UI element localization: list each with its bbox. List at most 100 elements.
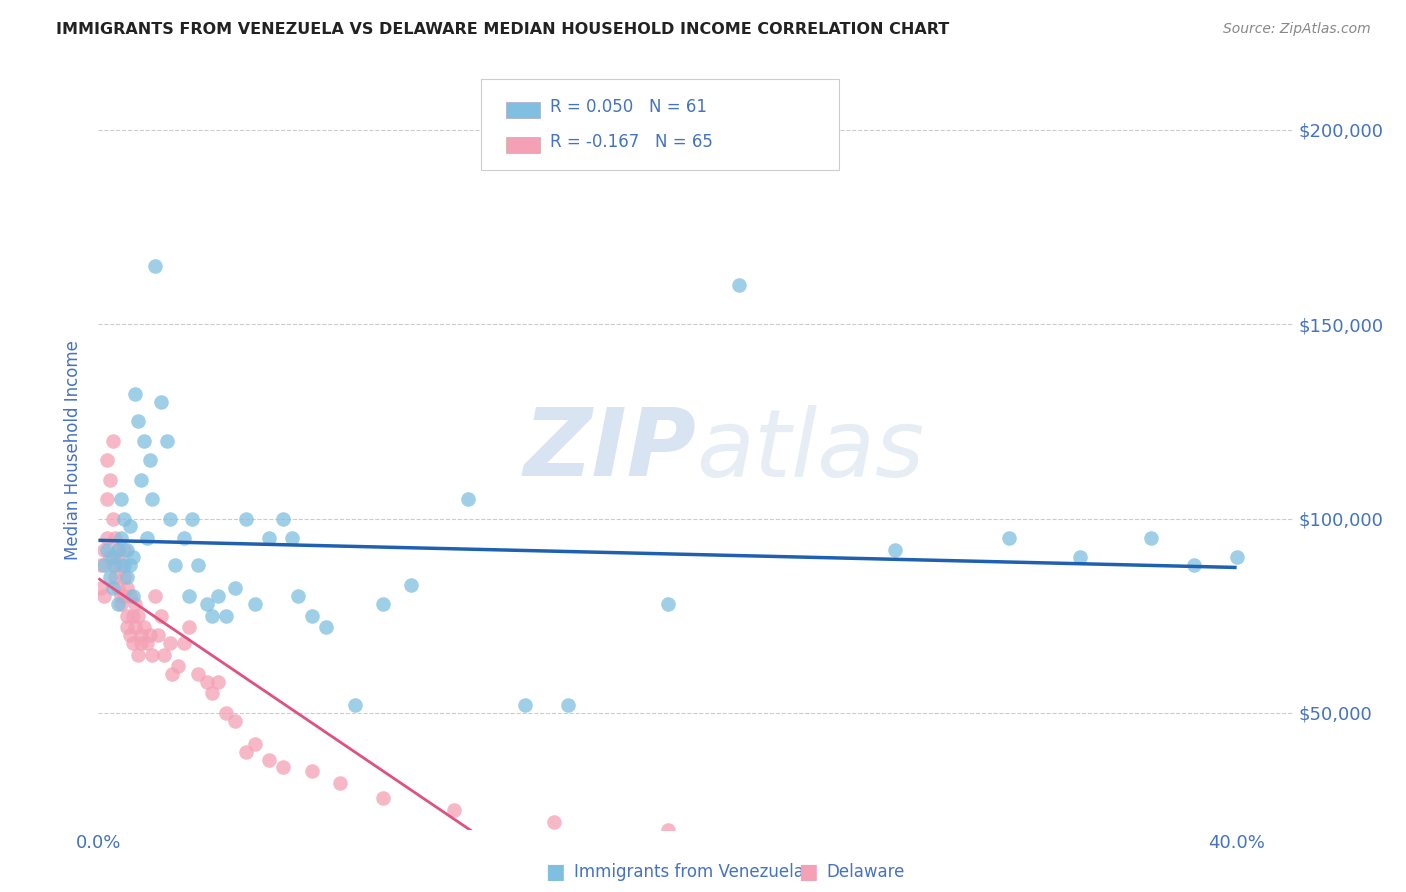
Point (159, 636, 181, 650)
Point (112, 570, 135, 584)
Point (101, 550, 124, 565)
Point (201, 686, 224, 700)
Point (657, 597, 679, 611)
Point (162, 667, 184, 681)
Point (129, 473, 152, 487)
Point (124, 620, 146, 634)
Point (884, 542, 907, 557)
Point (215, 706, 238, 720)
Point (159, 511, 181, 525)
Point (201, 608, 224, 623)
Point (215, 608, 238, 623)
Text: IMMIGRANTS FROM VENEZUELA VS DELAWARE MEDIAN HOUSEHOLD INCOME CORRELATION CHART: IMMIGRANTS FROM VENEZUELA VS DELAWARE ME… (56, 22, 949, 37)
Text: Immigrants from Venezuela: Immigrants from Venezuela (574, 863, 803, 881)
Point (101, 511, 124, 525)
Point (179, 589, 201, 603)
Point (195, 597, 218, 611)
Point (543, 814, 565, 829)
Point (141, 491, 163, 506)
Point (101, 434, 124, 448)
Point (224, 714, 246, 728)
Point (143, 589, 166, 603)
Point (150, 608, 173, 623)
Point (129, 628, 152, 642)
Text: atlas: atlas (696, 405, 924, 496)
Point (1069, 550, 1091, 565)
Point (143, 259, 166, 273)
Point (121, 550, 143, 565)
Point (124, 597, 146, 611)
Point (107, 550, 129, 565)
Point (1140, 531, 1163, 545)
Point (301, 608, 323, 623)
Point (273, 511, 295, 525)
Point (224, 582, 246, 596)
Point (235, 745, 257, 759)
Point (124, 387, 146, 401)
Point (138, 628, 160, 642)
Point (315, 620, 337, 634)
Text: Source: ZipAtlas.com: Source: ZipAtlas.com (1223, 22, 1371, 37)
Text: R = 0.050   N = 61: R = 0.050 N = 61 (550, 98, 707, 116)
Point (110, 491, 132, 506)
Point (153, 648, 176, 662)
Point (135, 531, 157, 545)
Point (112, 589, 135, 603)
Point (179, 620, 201, 634)
Point (93, 558, 115, 573)
Point (187, 667, 209, 681)
Point (1226, 550, 1249, 565)
Point (98, 570, 121, 584)
Point (96, 542, 118, 557)
Point (132, 434, 155, 448)
Point (132, 620, 155, 634)
Point (110, 558, 132, 573)
Point (90, 558, 112, 573)
Point (371, 791, 394, 805)
Point (104, 531, 127, 545)
Point (257, 531, 280, 545)
Point (110, 531, 132, 545)
FancyBboxPatch shape (506, 102, 540, 119)
Point (181, 511, 204, 525)
Point (90, 582, 112, 596)
Point (148, 628, 170, 642)
Text: ■: ■ (546, 863, 565, 882)
Point (129, 636, 152, 650)
Point (401, 577, 423, 591)
Point (243, 737, 266, 751)
Point (443, 803, 465, 817)
Point (150, 395, 173, 409)
Point (165, 558, 187, 573)
Point (96, 453, 118, 467)
Point (118, 628, 141, 642)
Point (173, 531, 195, 545)
Point (115, 620, 138, 634)
Point (107, 582, 129, 596)
Point (156, 434, 179, 448)
Point (107, 542, 129, 557)
Point (287, 589, 309, 603)
Point (110, 589, 132, 603)
Point (141, 648, 163, 662)
Point (127, 648, 149, 662)
Point (329, 776, 352, 790)
Point (121, 589, 143, 603)
Point (138, 453, 160, 467)
Point (173, 636, 195, 650)
Point (135, 636, 157, 650)
FancyBboxPatch shape (506, 136, 540, 153)
Point (96, 531, 118, 545)
Point (118, 519, 141, 533)
Point (115, 608, 138, 623)
Point (112, 558, 135, 573)
Point (343, 698, 366, 713)
Point (127, 608, 149, 623)
Point (115, 582, 138, 596)
Point (121, 608, 143, 623)
Point (1182, 558, 1205, 573)
Point (101, 582, 124, 596)
Point (207, 589, 229, 603)
Point (207, 674, 229, 689)
Point (118, 589, 141, 603)
